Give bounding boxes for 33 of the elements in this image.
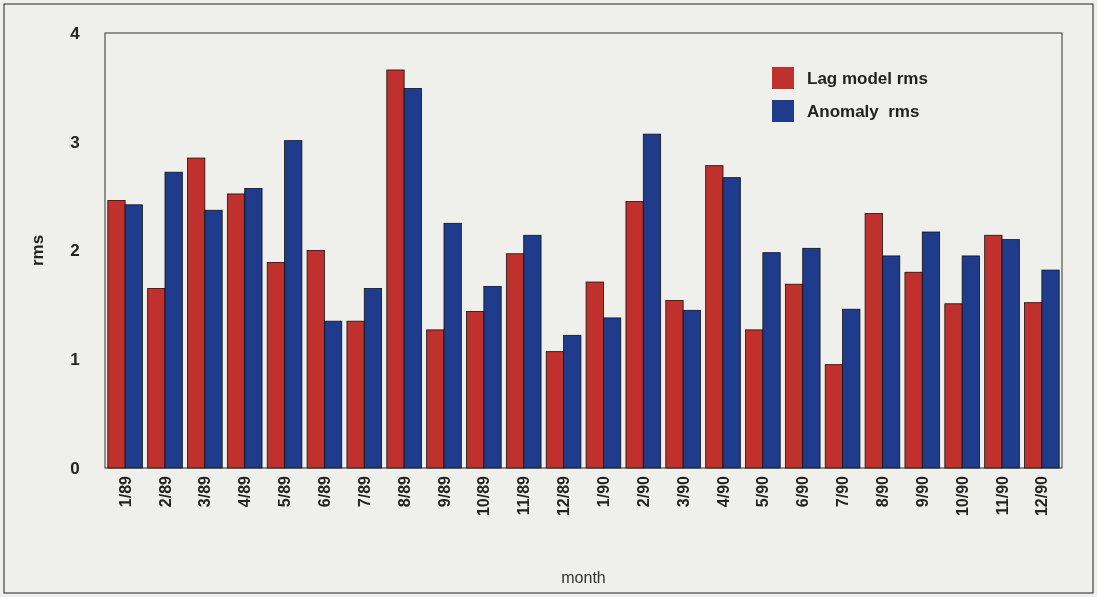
- x-tick-label: 9/89: [435, 475, 453, 508]
- y-axis-title: rms: [28, 234, 47, 267]
- x-tick-label: 11/90: [993, 475, 1011, 516]
- x-tick-label: 6/90: [794, 475, 812, 508]
- x-tick-label: 12/90: [1033, 475, 1051, 517]
- x-tick-label: 8/89: [395, 475, 413, 508]
- x-tick-label: 8/90: [874, 475, 892, 508]
- x-tick-label: 2/90: [634, 475, 652, 508]
- y-tick-label: 0: [70, 458, 80, 478]
- y-tick-label: 3: [70, 132, 80, 152]
- y-tick-label: 4: [70, 23, 81, 43]
- x-tick-label: 9/90: [913, 475, 931, 508]
- x-tick-label: 7/89: [355, 475, 373, 508]
- x-tick-label: 4/89: [236, 475, 254, 508]
- x-tick-label: 1/90: [595, 475, 613, 508]
- x-tick-label: 2/89: [156, 475, 174, 508]
- x-tick-label: 10/89: [475, 475, 493, 517]
- x-tick-label: 3/89: [196, 475, 214, 508]
- x-tick-label: 3/90: [674, 475, 692, 508]
- x-tick-label: 6/89: [316, 475, 334, 508]
- x-tick-label: 5/90: [754, 475, 772, 508]
- x-tick-label: 5/89: [276, 475, 294, 508]
- x-tick-label: 12/89: [555, 475, 573, 517]
- x-tick-label: 11/89: [515, 475, 533, 516]
- x-tick-label: 1/89: [116, 475, 134, 508]
- x-axis-title: month: [561, 569, 606, 586]
- x-tick-label: 7/90: [834, 475, 852, 508]
- x-tick-label: 10/90: [953, 475, 971, 517]
- legend-label: Anomaly rms: [807, 101, 920, 121]
- y-tick-label: 2: [70, 241, 80, 261]
- legend-label: Lag model rms: [807, 68, 928, 88]
- x-tick-label: 4/90: [714, 475, 732, 508]
- y-tick-label: 1: [70, 350, 80, 370]
